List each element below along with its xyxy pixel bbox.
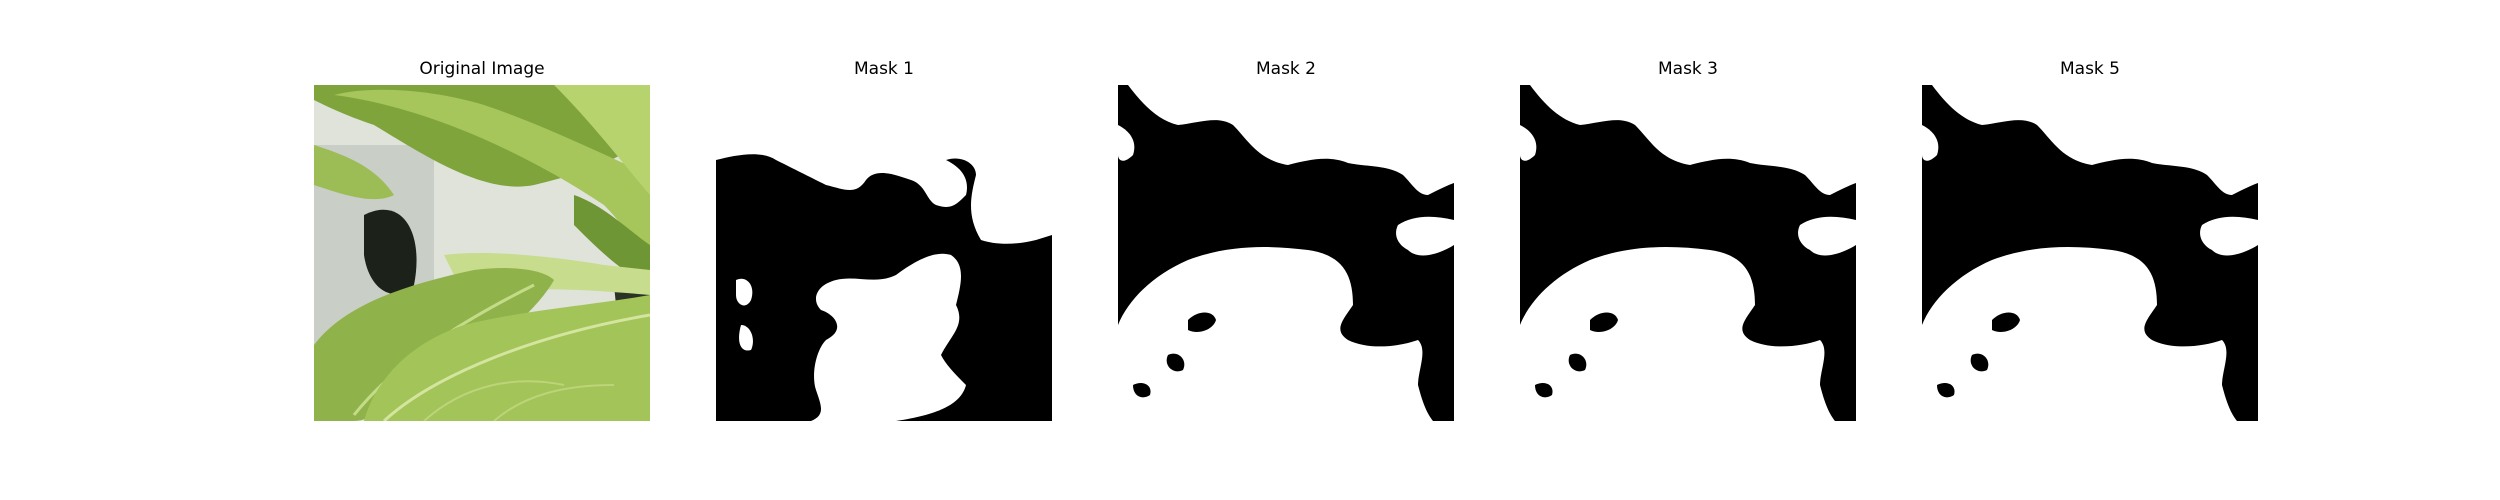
mask-5-image bbox=[1922, 85, 2258, 421]
mask-5-title: Mask 5 bbox=[2059, 59, 2120, 79]
mask-1-panel: Mask 1 bbox=[716, 58, 1052, 421]
original-image bbox=[314, 85, 650, 421]
mask-2-title: Mask 2 bbox=[1255, 59, 1316, 79]
mask-2-image bbox=[1118, 85, 1454, 421]
original-image-title: Original Image bbox=[419, 59, 545, 79]
mask-5-panel: Mask 5 bbox=[1922, 58, 2258, 421]
mask-3-title: Mask 3 bbox=[1657, 59, 1718, 79]
mask-3-image bbox=[1520, 85, 1856, 421]
original-image-panel: Original Image bbox=[314, 58, 650, 421]
mask-3-panel: Mask 3 bbox=[1520, 58, 1856, 421]
mask-1-title: Mask 1 bbox=[853, 59, 914, 79]
mask-1-image bbox=[716, 85, 1052, 421]
mask-2-panel: Mask 2 bbox=[1118, 58, 1454, 421]
